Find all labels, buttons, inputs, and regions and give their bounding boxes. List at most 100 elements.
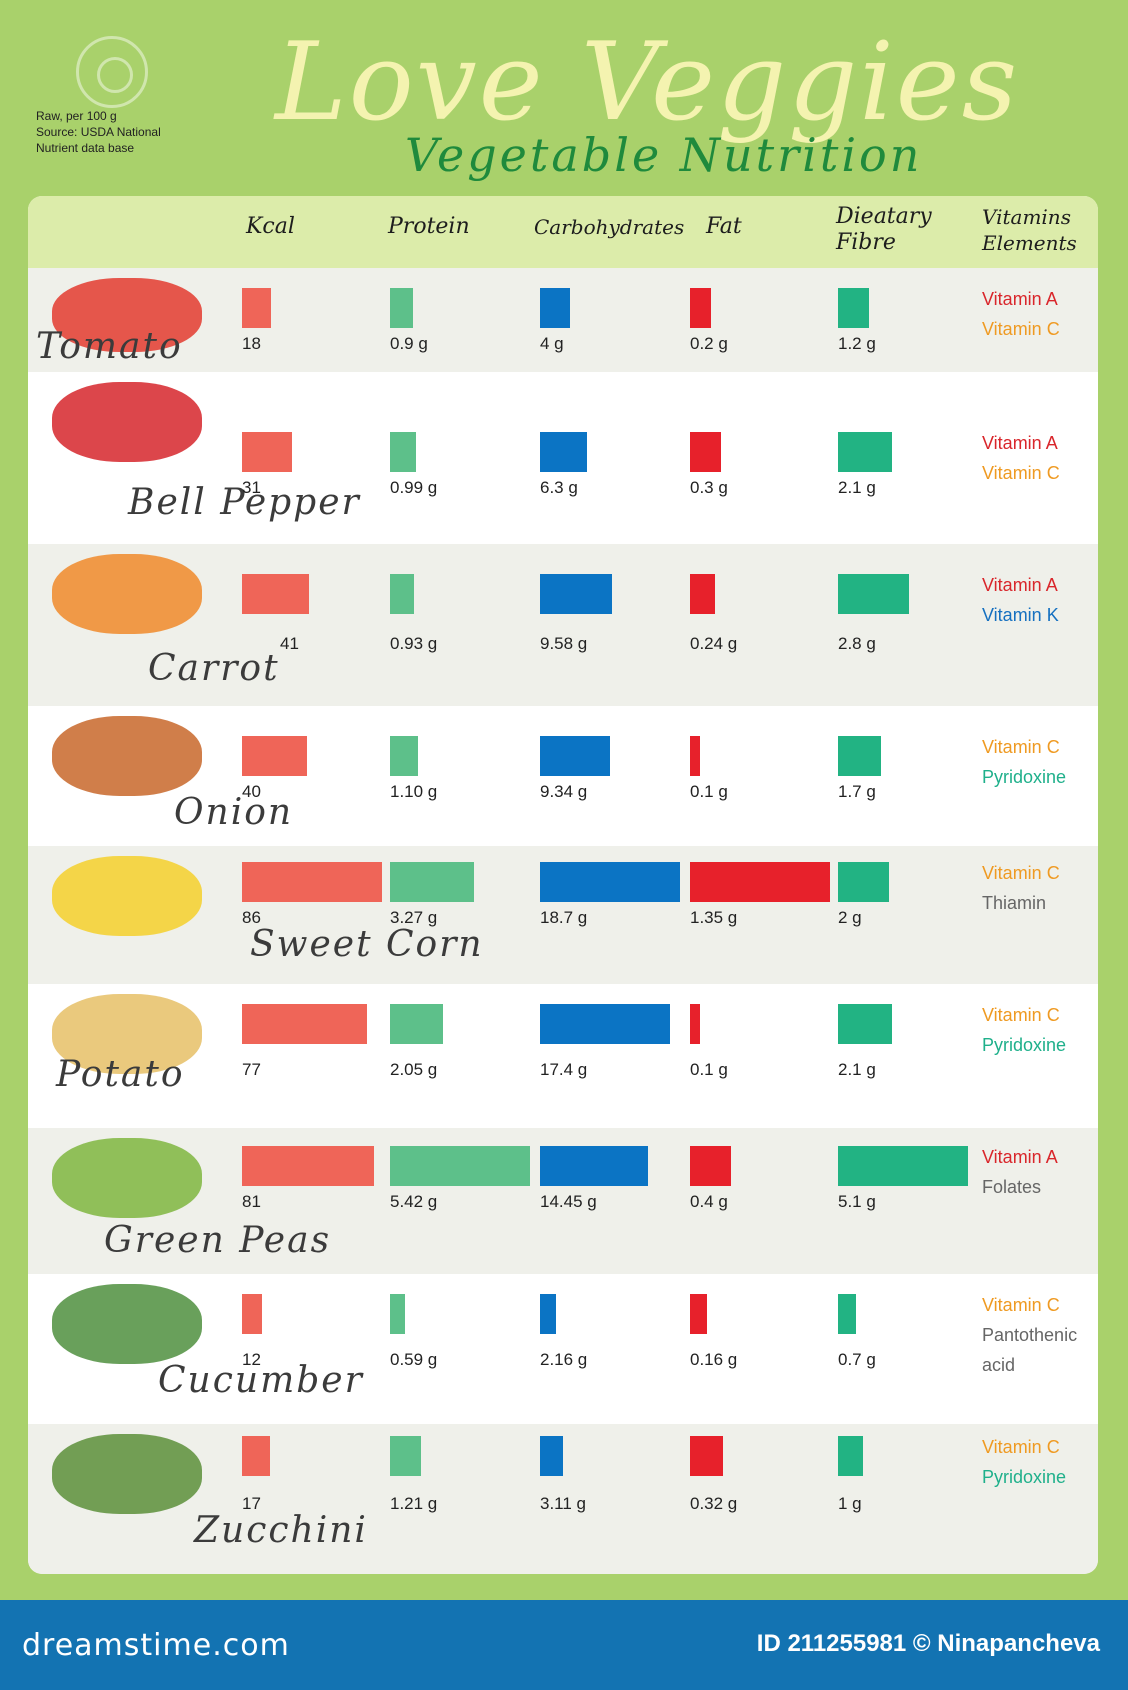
fat-bar [690,288,711,328]
vitamin-label: Pyridoxine [982,767,1067,787]
fat-bar [690,1146,731,1186]
kcal-value-label: 40 [242,782,261,801]
table-row: Onion 40 1.10 g 9.34 g 0.1 g 1.7 g Vitamin C Py… [28,706,1098,846]
vegetable-name: Potato [56,1054,185,1095]
carbs-bar [540,736,610,776]
protein-value-label: 0.93 g [390,634,438,653]
protein-bar [390,574,414,614]
page-title: Love Veggies [275,20,1020,145]
kcal-bar [242,574,309,614]
carbs-value-label: 9.34 g [540,782,588,801]
vegetable-illustration-icon [52,994,202,1074]
fibre-value-label: 2.8 g [838,634,876,653]
fibre-bar [838,1294,856,1334]
vitamin-label: Vitamin C [982,463,1060,483]
fibre-bar [838,1146,968,1186]
vitamin-label: Vitamin A [982,575,1058,595]
carbs-bar [540,1146,648,1186]
protein-value-label: 1.10 g [390,782,438,801]
header-fibre: Dieatary Fibre [836,204,932,256]
fibre-bar [838,736,881,776]
fibre-bar [838,432,892,472]
kcal-bar [242,736,307,776]
carbs-bar [540,432,587,472]
vegetable-illustration-icon [52,856,202,936]
kcal-value-label: 17 [242,1494,261,1513]
table-row: Zucchini 17 1.21 g 3.11 g 0.32 g 1 g Vitamin C… [28,1424,1098,1574]
header-vitamins-line: Vitamins [982,205,1071,229]
kcal-bar [242,1004,367,1044]
vitamin-label: Vitamin A [982,289,1058,309]
vitamin-label: Thiamin [982,893,1047,913]
fibre-value-label: 1 g [838,1494,862,1513]
kcal-value-label: 18 [242,334,261,353]
fat-bar [690,1294,707,1334]
protein-value-label: 2.05 g [390,1060,438,1079]
vegetable-name: Bell Pepper [128,482,361,523]
fat-value-label: 0.32 g [690,1494,738,1513]
vitamin-label: Vitamin A [982,1147,1058,1167]
vegetable-name: Cucumber [158,1360,364,1401]
vegetable-name: Tomato [36,326,183,367]
carbs-bar [540,1004,670,1044]
fibre-value-label: 0.7 g [838,1350,876,1369]
protein-bar [390,1436,421,1476]
kcal-value-label: 77 [242,1060,261,1079]
protein-value-label: 0.99 g [390,478,438,497]
vitamin-label: Vitamin A [982,433,1058,453]
fibre-value-label: 2 g [838,908,862,927]
vitamin-label: Vitamin C [982,319,1060,339]
footer-image-id: ID 211255981 © Ninapancheva [756,1630,1100,1657]
protein-bar [390,862,474,902]
table-row: Green Peas 81 5.42 g 14.45 g 0.4 g 5.1 g Vitam… [28,1128,1098,1274]
fat-bar [690,736,700,776]
fat-value-label: 0.3 g [690,478,728,497]
table-header: Kcal Protein Carbohydrates Fat Dieatary … [28,196,1098,268]
vegetable-illustration-icon [52,1284,202,1364]
vitamin-label: Vitamin C [982,1005,1060,1025]
fibre-bar [838,574,909,614]
header-fibre-line: Fibre [836,230,896,255]
fat-value-label: 0.4 g [690,1192,728,1211]
vitamin-label: Pyridoxine [982,1035,1067,1055]
fat-bar [690,432,721,472]
kcal-bar [242,288,271,328]
fibre-value-label: 5.1 g [838,1192,876,1211]
table-row: Potato 77 2.05 g 17.4 g 0.1 g 2.1 g Vitamin C P… [28,984,1098,1128]
fibre-value-label: 2.1 g [838,478,876,497]
table-row: Tomato 18 0.9 g 4 g 0.2 g 1.2 g Vitamin A Vitam… [28,268,1098,372]
carbs-bar [540,862,680,902]
protein-value-label: 0.9 g [390,334,428,353]
vitamin-label: acid [982,1355,1016,1375]
kcal-bar [242,1294,262,1334]
protein-bar [390,288,413,328]
carbs-bar [540,1294,556,1334]
fat-bar [690,574,715,614]
protein-bar [390,736,418,776]
vegetable-name: Zucchini [194,1510,368,1551]
fibre-bar [838,1436,863,1476]
fat-bar [690,862,830,902]
fat-value-label: 0.1 g [690,782,728,801]
footer-bar: dreamstime.com ID 211255981 © Ninapanche… [0,1600,1128,1690]
vitamin-label: Pantothenic [982,1325,1078,1345]
vegetable-name: Onion [174,792,294,833]
vegetable-illustration-icon [52,554,202,634]
table-row: Bell Pepper 31 0.99 g 6.3 g 0.3 g 2.1 g Vitami… [28,372,1098,544]
header-vitamins-line: Elements [982,231,1077,255]
fibre-bar [838,862,889,902]
carbs-bar [540,288,570,328]
kcal-bar [242,1436,270,1476]
fat-value-label: 0.2 g [690,334,728,353]
kcal-bar [242,862,382,902]
carbs-bar [540,574,612,614]
vitamin-label: Vitamin C [982,1295,1060,1315]
carbs-value-label: 4 g [540,334,564,353]
kcal-value-label: 81 [242,1192,261,1211]
protein-bar [390,1294,405,1334]
fibre-value-label: 2.1 g [838,1060,876,1079]
note-line: Source: USDA National [36,125,161,139]
fat-bar [690,1436,723,1476]
vegetable-name: Carrot [148,648,280,689]
source-note: Raw, per 100 g Source: USDA National Nut… [36,108,161,156]
